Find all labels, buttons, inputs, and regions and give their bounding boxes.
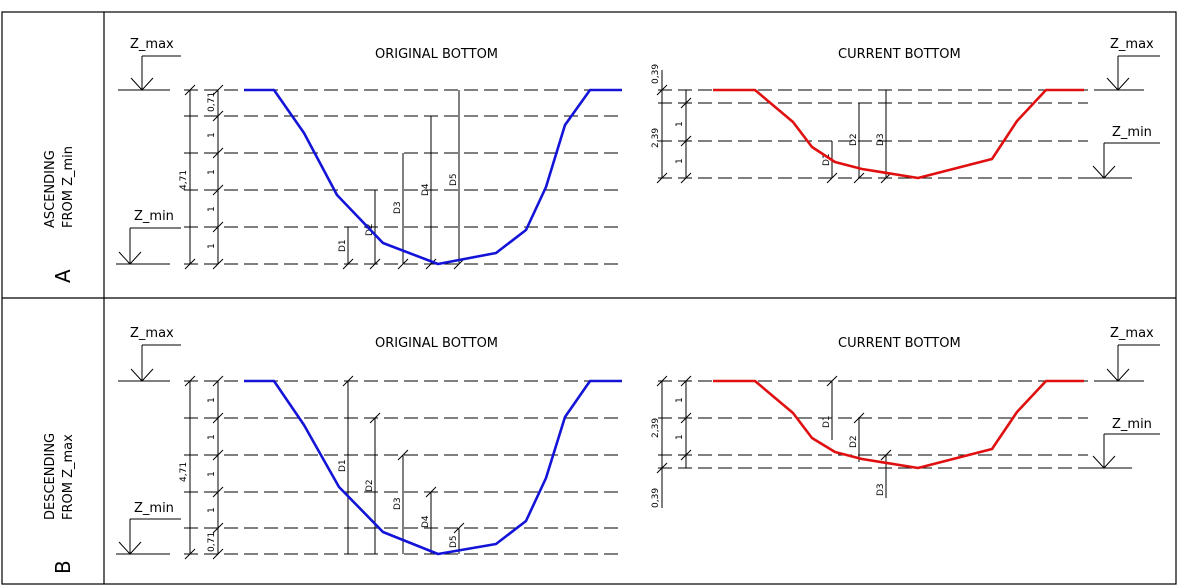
- row-b-original-step-3: 1: [207, 471, 217, 477]
- row-a-zmin-label: Z_min: [134, 209, 174, 224]
- row-a-original-d3: D3: [393, 201, 403, 214]
- row-a-current-step-2: 1: [675, 158, 685, 164]
- row-a-original-step-1: 0,71: [207, 92, 217, 112]
- row-a-zmax-label: Z_max: [130, 37, 174, 52]
- row-b-original-d2: D2: [365, 479, 375, 492]
- row-a-mode-sublabel: FROM Z_min: [61, 146, 76, 228]
- row-b-original-d5: D5: [449, 535, 459, 548]
- row-b-current-step-2: 1: [675, 434, 685, 440]
- row-a-original-step-2: 1: [207, 132, 217, 138]
- row-b-zmin-label: Z_min: [134, 501, 174, 516]
- row-a-original-title: ORIGINAL BOTTOM: [375, 47, 498, 62]
- row-b-current-zmin-marker: Z_min: [1086, 417, 1160, 469]
- row-b-original-step-1: 1: [207, 397, 217, 403]
- row-b-original-step-2: 1: [207, 434, 217, 440]
- row-b: DESCENDING FROM Z_max B ORIGINAL BOTTOM …: [43, 326, 1160, 574]
- row-b-current-d2: D2: [849, 435, 859, 448]
- row-a-original-d5: D5: [449, 173, 459, 186]
- row-a-current-panel: CURRENT BOTTOM Z_max Z_min: [651, 37, 1160, 184]
- row-b-current-offset-dim: 0,39: [651, 488, 661, 508]
- row-b-original-d1: D1: [338, 459, 348, 472]
- row-a-current-step-1: 1: [675, 121, 685, 127]
- row-b-original-title: ORIGINAL BOTTOM: [375, 336, 498, 351]
- row-a-current-d1: D1: [822, 153, 832, 166]
- row-a-current-profile: [713, 88, 1084, 180]
- row-b-original-d3: D3: [393, 497, 403, 510]
- row-a-original-step-5: 1: [207, 243, 217, 249]
- row-a-current-total-dim: 2,39: [651, 128, 661, 148]
- row-b-current-zmax-marker: Z_max: [1094, 326, 1160, 382]
- row-b-current-total-dim: 2,39: [651, 418, 661, 438]
- row-a-original-total-dim: 4,71: [179, 170, 189, 190]
- row-b-current-title: CURRENT BOTTOM: [838, 336, 961, 351]
- row-a-current-title: CURRENT BOTTOM: [838, 47, 961, 62]
- row-a-original-step-3: 1: [207, 169, 217, 175]
- row-b-current-d1: D1: [822, 415, 832, 428]
- row-a-mode-label: ASCENDING: [43, 150, 58, 228]
- row-a-zmin-marker: Z_min: [116, 209, 181, 265]
- row-a-original-panel: ORIGINAL BOTTOM Z_max Z_min: [116, 37, 622, 270]
- row-b-current-zmax-label: Z_max: [1110, 326, 1154, 341]
- row-a-current-zmax-label: Z_max: [1110, 37, 1154, 52]
- row-b-current-panel: CURRENT BOTTOM Z_max Z_min: [651, 326, 1160, 508]
- row-b-original-panel: ORIGINAL BOTTOM Z_max Z_min: [116, 326, 622, 560]
- row-a-current-d3: D3: [876, 133, 886, 146]
- row-a: ASCENDING FROM Z_min A ORIGINAL BOTTOM Z…: [43, 37, 1160, 283]
- row-b-zmax-marker: Z_max: [118, 326, 181, 382]
- row-b-current-d3: D3: [876, 483, 886, 496]
- row-a-zmax-marker: Z_max: [118, 37, 181, 91]
- row-b-mode-label: DESCENDING: [43, 433, 58, 520]
- row-a-current-offset-dim: 0,39: [651, 64, 661, 84]
- row-b-zmin-marker: Z_min: [116, 501, 181, 555]
- row-a-original-d4: D4: [421, 183, 431, 196]
- row-a-original-step-4: 1: [207, 206, 217, 212]
- row-a-current-zmin-marker: Z_min: [1086, 125, 1160, 179]
- row-a-letter: A: [51, 269, 75, 283]
- row-b-original-step-4: 1: [207, 507, 217, 513]
- row-b-current-step-1: 1: [675, 397, 685, 403]
- row-a-current-d2: D2: [849, 133, 859, 146]
- row-a-current-zmin-label: Z_min: [1112, 125, 1152, 140]
- row-b-original-step-5: 0,71: [207, 532, 217, 552]
- row-a-current-zmax-marker: Z_max: [1094, 37, 1160, 91]
- row-b-current-zmin-label: Z_min: [1112, 417, 1152, 432]
- row-b-original-total-dim: 4,71: [179, 462, 189, 482]
- row-b-current-profile: [713, 379, 1084, 470]
- row-b-original-profile: [244, 379, 622, 556]
- row-b-letter: B: [51, 560, 75, 574]
- row-b-zmax-label: Z_max: [130, 326, 174, 341]
- row-b-original-d4: D4: [421, 515, 431, 528]
- row-a-original-d1: D1: [338, 239, 348, 252]
- row-a-original-profile: [244, 88, 622, 266]
- row-b-mode-sublabel: FROM Z_max: [61, 434, 76, 520]
